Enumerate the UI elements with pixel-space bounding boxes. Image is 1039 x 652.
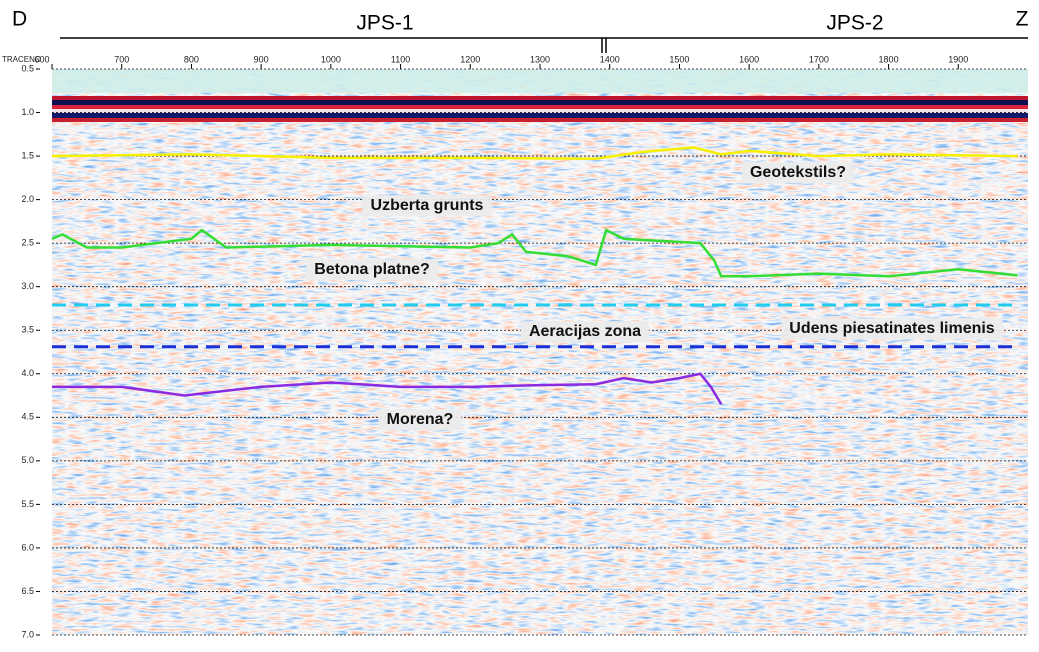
section-label: JPS-2 — [826, 12, 883, 35]
y-tick-label: 2.0 — [21, 194, 34, 204]
x-tick-label: 1300 — [530, 54, 550, 64]
x-tick-label: 1000 — [321, 54, 341, 64]
x-tick-label: 700 — [114, 54, 129, 64]
x-tick-label: 1700 — [809, 54, 829, 64]
right-label: Z — [1016, 8, 1029, 31]
horizon-line — [52, 372, 723, 405]
annotation-box — [378, 409, 462, 431]
annotation: Morena? — [387, 411, 454, 428]
x-tick-label: 1100 — [391, 54, 410, 64]
y-tick-label: 1.5 — [21, 150, 34, 160]
annotation: Udens piesatinates limenis — [789, 320, 995, 337]
x-tick-label: 1400 — [600, 54, 620, 64]
annotation: Geotekstils? — [750, 164, 846, 181]
y-tick-label: 4.5 — [21, 412, 34, 422]
horizon-line — [51, 228, 1018, 278]
y-tick-label: 5.5 — [21, 499, 34, 509]
surface-reflection — [52, 96, 1028, 122]
x-tick-label: 1500 — [669, 54, 689, 64]
annotation-box — [306, 259, 438, 281]
annotation-box — [362, 195, 492, 217]
x-tick-label: 1200 — [460, 54, 480, 64]
air-band — [52, 69, 1028, 93]
left-label: D — [12, 8, 27, 31]
annotation: Uzberta grunts — [371, 197, 484, 214]
y-tick-label: 2.5 — [21, 238, 34, 248]
y-tick-label: 3.5 — [21, 325, 34, 335]
y-tick-label: 1.0 — [21, 107, 34, 117]
horizon-line — [51, 146, 1018, 160]
annotation-box — [741, 162, 855, 184]
y-tick-label: 6.0 — [21, 542, 34, 552]
annotation: Betona platne? — [314, 261, 430, 278]
section-label: JPS-1 — [356, 12, 413, 35]
y-tick-label: 7.0 — [21, 629, 34, 639]
annotations: Geotekstils? Uzberta grunts Betona platne?… — [306, 162, 1003, 431]
x-tick-label: 1600 — [739, 54, 759, 64]
horizons — [51, 146, 1018, 405]
annotation: Aeracijas zona — [529, 323, 641, 340]
x-tick-label: 1900 — [948, 54, 968, 64]
x-tick-label: 600 — [34, 54, 49, 64]
x-tick-label: 900 — [254, 54, 269, 64]
y-tick-label: 4.0 — [21, 368, 34, 378]
annotation-box — [781, 318, 1003, 340]
y-tick-label: 6.5 — [21, 586, 34, 596]
header: D JPS-1 JPS-2 Z TRACENO — [2, 8, 1029, 65]
x-tick-label: 1800 — [879, 54, 899, 64]
y-tick-label: 0.5 — [21, 63, 34, 73]
x-axis-label: TRACENO — [2, 55, 41, 64]
radar-texture — [52, 69, 1028, 635]
y-tick-label: 5.0 — [21, 455, 34, 465]
y-tick-label: 3.0 — [21, 281, 34, 291]
annotation-box — [520, 321, 650, 343]
x-tick-label: 800 — [184, 54, 199, 64]
